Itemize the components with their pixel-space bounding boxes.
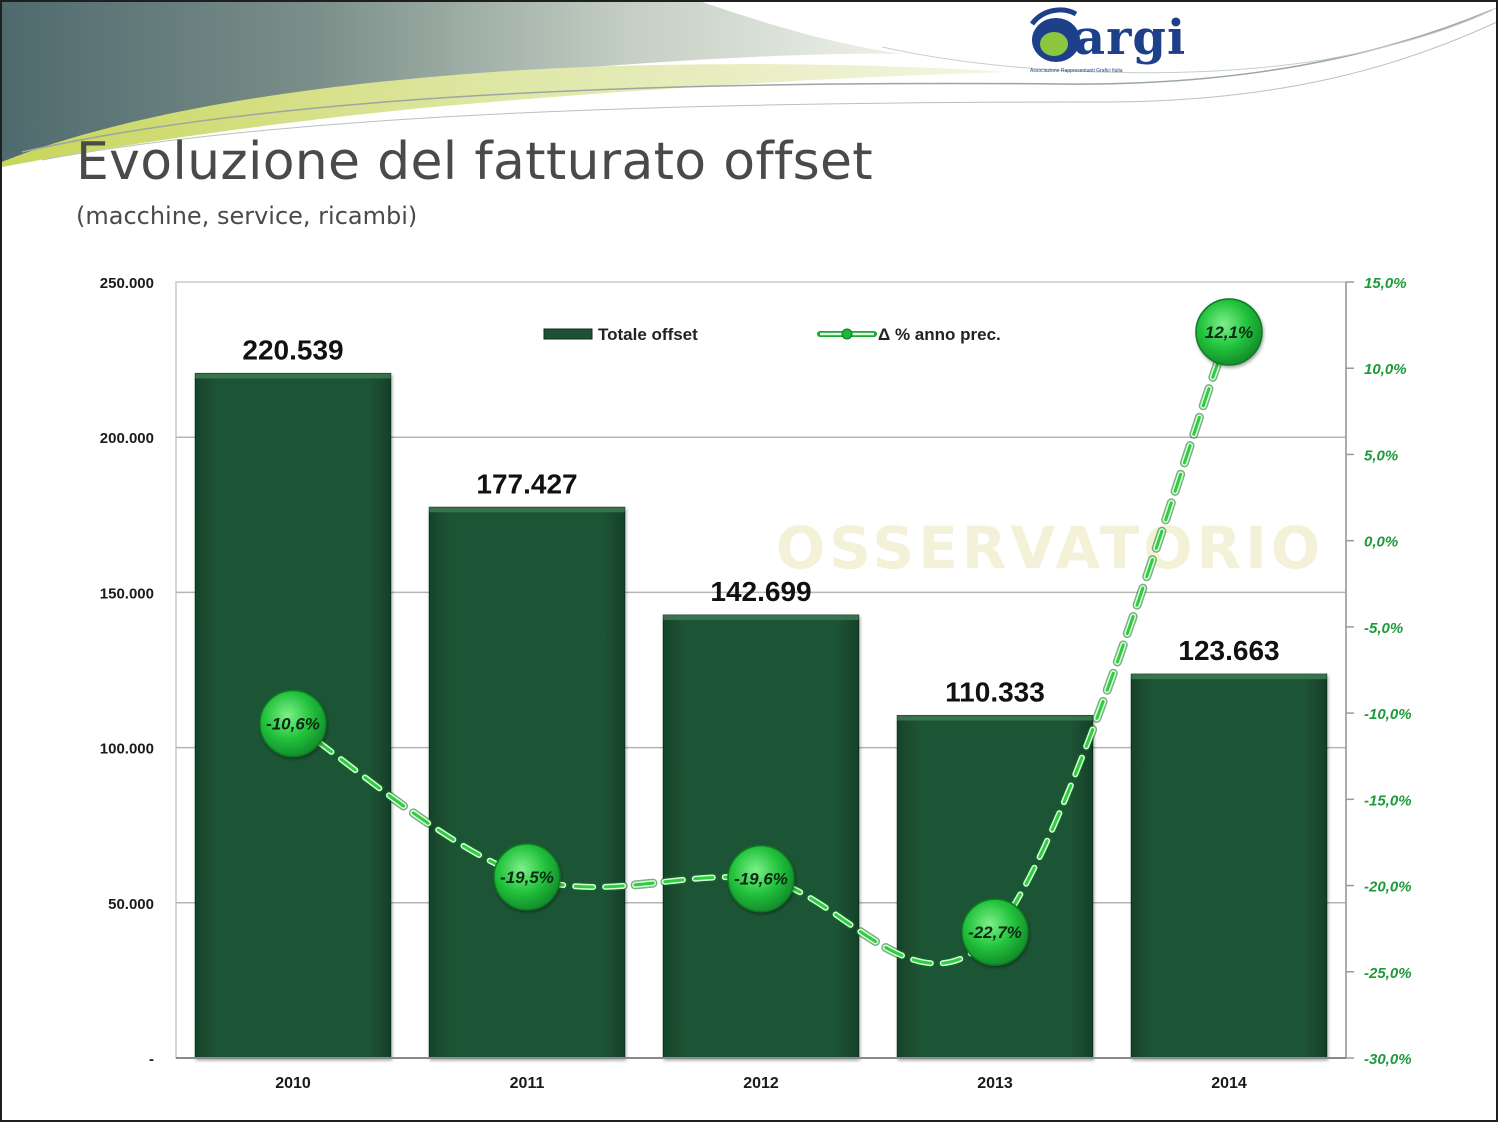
left-axis-tick-label: 250.000 xyxy=(100,275,154,292)
right-axis-tick-label: 15,0% xyxy=(1364,275,1407,292)
right-axis-tick-label: 5,0% xyxy=(1364,447,1398,464)
line-marker-2011 xyxy=(493,843,561,911)
bar-top-highlight xyxy=(429,507,625,513)
line-marker-2012 xyxy=(727,844,795,913)
x-axis-tick-label: 2010 xyxy=(275,1075,311,1092)
right-axis-tick-label: -20,0% xyxy=(1364,879,1412,896)
bar-2013 xyxy=(896,715,1094,1059)
x-axis-tick-label: 2013 xyxy=(977,1075,1013,1092)
legend-swatch-bar xyxy=(543,328,593,340)
left-axis-tick-label: 50.000 xyxy=(108,896,154,913)
line-marker-2014 xyxy=(1195,298,1263,366)
line-series xyxy=(288,327,1234,968)
bar-series xyxy=(194,372,1328,1059)
right-axis-tick-label: 10,0% xyxy=(1364,361,1407,378)
line-value-label: -10,6% xyxy=(266,714,320,733)
x-axis-tick-label: 2012 xyxy=(743,1075,779,1092)
logo-text: argi xyxy=(1074,10,1187,66)
right-axis-tick-label: -30,0% xyxy=(1364,1051,1412,1068)
line-value-label: -19,6% xyxy=(734,870,788,889)
bar-top-highlight xyxy=(1131,674,1327,680)
line-series-core xyxy=(291,330,1231,965)
bar-value-labels: 220.539 177.427 142.699 110.333 123.663 xyxy=(242,334,1279,707)
legend-label-line: Δ % anno prec. xyxy=(878,325,1001,344)
x-axis-tick-label: 2011 xyxy=(510,1075,545,1092)
logo-mark-icon xyxy=(1029,7,1080,62)
chart-legend: Totale offset Δ % anno prec. xyxy=(543,325,1001,344)
right-axis-tick-label: 0,0% xyxy=(1364,534,1398,551)
bar-top-highlight xyxy=(897,715,1093,721)
bar-2012 xyxy=(662,614,860,1059)
legend-label-bar: Totale offset xyxy=(598,325,698,344)
right-axis-tick-label: -25,0% xyxy=(1364,965,1412,982)
header-banner xyxy=(2,2,1496,167)
bar-top-highlight xyxy=(195,373,391,379)
left-axis-tick-label: 100.000 xyxy=(100,741,154,758)
right-axis-tick-label: -15,0% xyxy=(1364,792,1412,809)
logo-caption: Associazione Rappresentanti Grafici Ital… xyxy=(1030,68,1123,74)
line-marker-2010 xyxy=(259,689,327,758)
bar-top-highlight xyxy=(663,615,859,621)
bar-value-label: 123.663 xyxy=(1178,635,1279,666)
line-value-label: 12,1% xyxy=(1205,323,1253,342)
axes: - 50.000 100.000 150.000 200.000 250.000 -30,0… xyxy=(100,275,1412,1092)
bar-2011 xyxy=(428,506,626,1059)
line-markers: -10,6% -19,5% -19,6% -22,7% 12,1% xyxy=(259,298,1263,966)
right-axis-tick-label: -5,0% xyxy=(1364,620,1403,637)
watermark: OSSERVATORIO xyxy=(776,514,1324,582)
page-title: Evoluzione del fatturato offset xyxy=(76,132,873,192)
bar-value-label: 220.539 xyxy=(242,334,343,365)
argi-logo: argi Associazione Rappresentanti Grafici… xyxy=(1026,4,1196,96)
left-axis-tick-label: - xyxy=(149,1051,154,1068)
right-axis-tick-label: -10,0% xyxy=(1364,706,1412,723)
left-axis-tick-label: 150.000 xyxy=(100,585,154,602)
line-marker-2013 xyxy=(961,898,1029,966)
x-axis-tick-label: 2014 xyxy=(1211,1075,1247,1092)
line-value-label: -22,7% xyxy=(968,923,1022,942)
bar-value-label: 177.427 xyxy=(476,468,577,499)
page-subtitle: (macchine, service, ricambi) xyxy=(76,202,418,230)
line-value-label: -19,5% xyxy=(500,868,554,887)
watermark-text: OSSERVATORIO xyxy=(776,514,1324,582)
bar-2014 xyxy=(1130,673,1328,1059)
bar-value-label: 142.699 xyxy=(710,576,811,607)
legend-swatch-marker xyxy=(841,328,853,340)
left-axis-tick-label: 200.000 xyxy=(100,430,154,447)
bar-value-label: 110.333 xyxy=(945,677,1045,708)
